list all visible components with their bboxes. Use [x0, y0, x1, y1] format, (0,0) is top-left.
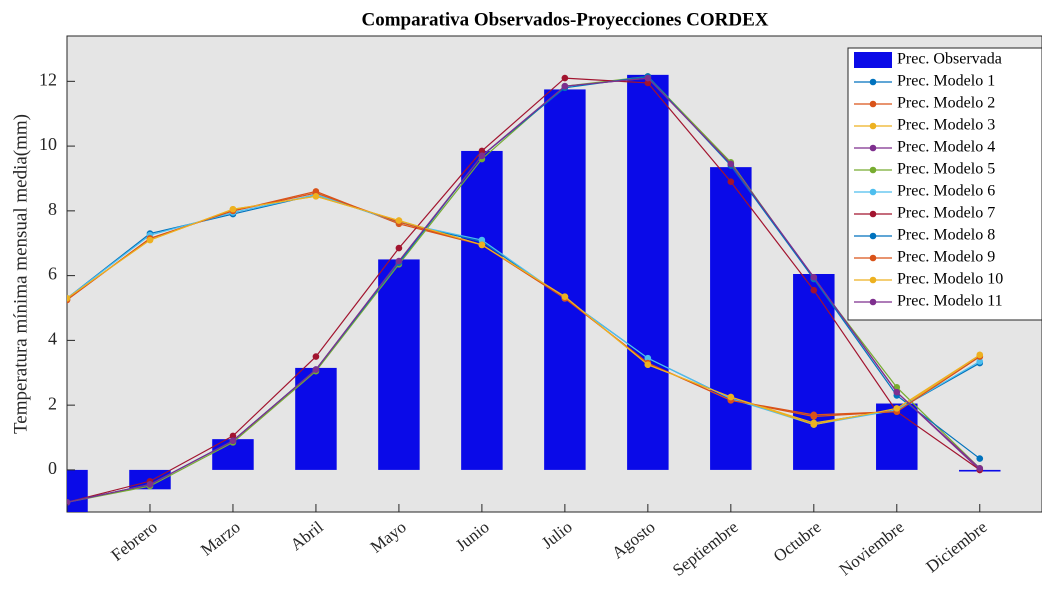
point: [229, 205, 237, 213]
point: [727, 178, 735, 186]
x-tick-label: Noviembre: [836, 517, 908, 579]
point: [312, 353, 320, 360]
point: [644, 354, 652, 362]
point: [229, 432, 237, 440]
x-tick-label: Diciembre: [922, 517, 990, 576]
legend-label: Prec. Modelo 9: [897, 249, 995, 266]
point: [976, 351, 984, 359]
point: [146, 481, 154, 488]
legend-label: Prec. Modelo 11: [897, 293, 1003, 310]
point: [478, 152, 486, 160]
point: [644, 79, 652, 87]
bar: [710, 167, 752, 470]
x-tick-label: Mayo: [367, 517, 410, 556]
point: [395, 244, 403, 252]
point: [810, 411, 818, 419]
y-tick-label: 6: [48, 264, 57, 284]
x-tick-label: Septiembre: [669, 517, 742, 580]
legend-marker: [869, 122, 877, 130]
x-tick-label: Junio: [452, 517, 493, 555]
y-tick-label: 12: [39, 69, 57, 89]
bar: [378, 259, 420, 470]
legend-label: Prec. Modelo 3: [897, 117, 995, 134]
point: [893, 405, 901, 412]
legend-label: Prec. Observada: [897, 51, 1002, 68]
legend-marker: [869, 298, 877, 306]
legend-label: Prec. Modelo 5: [897, 161, 995, 178]
point: [478, 147, 486, 155]
y-tick-label: 8: [48, 199, 57, 219]
point: [67, 498, 71, 506]
point: [810, 286, 818, 294]
chart-title: Comparativa Observados-Proyecciones CORD…: [361, 9, 768, 30]
y-tick-label: 0: [48, 458, 57, 478]
bar: [295, 367, 337, 470]
legend-marker: [869, 100, 877, 108]
bar: [627, 74, 669, 470]
legend-label: Prec. Modelo 8: [897, 227, 995, 244]
legend-swatch: [854, 52, 892, 68]
point: [561, 74, 569, 82]
x-tick-label: Agosto: [608, 517, 658, 562]
bar: [461, 150, 503, 470]
point: [395, 217, 403, 224]
x-tick-label: Abril: [287, 517, 327, 554]
point: [561, 293, 569, 300]
line: [67, 192, 981, 416]
point: [67, 294, 71, 302]
point: [312, 192, 320, 200]
bar: [544, 89, 586, 470]
y-tick-label: 10: [39, 134, 57, 154]
point: [976, 358, 984, 365]
x-tick-label: Febrero: [107, 517, 160, 565]
point: [727, 393, 735, 401]
legend-box: [847, 47, 1042, 321]
legend-label: Prec. Modelo 10: [897, 271, 1003, 288]
x-tick-label: Marzo: [197, 517, 244, 559]
bar: [793, 274, 835, 470]
point: [644, 74, 652, 82]
legend-marker: [869, 210, 877, 218]
point: [146, 236, 154, 244]
legend-marker: [869, 144, 877, 152]
legend-marker: [869, 188, 877, 196]
point: [561, 82, 569, 90]
point: [644, 361, 652, 368]
legend-marker: [869, 78, 877, 86]
line: [67, 195, 981, 426]
legend-label: Prec. Modelo 6: [897, 183, 995, 200]
point: [229, 437, 237, 445]
point: [810, 273, 818, 281]
legend-label: Prec. Modelo 7: [897, 205, 995, 222]
line: [67, 77, 981, 503]
point: [727, 160, 735, 168]
legend-label: Prec. Modelo 2: [897, 95, 995, 112]
point: [893, 388, 901, 396]
y-tick-label: 4: [48, 329, 57, 349]
legend-marker: [869, 254, 877, 262]
y-tick-label: 2: [48, 393, 57, 413]
x-tick-label: Octubre: [770, 517, 825, 566]
point: [478, 236, 486, 244]
legend-label: Prec. Modelo 1: [897, 73, 995, 90]
legend-marker: [869, 232, 877, 240]
x-tick-label: Julio: [538, 517, 576, 552]
plot: [67, 73, 1001, 512]
point: [976, 455, 984, 462]
point: [478, 241, 486, 249]
legend-label: Prec. Modelo 4: [897, 139, 995, 156]
legend-marker: [869, 166, 877, 174]
legend-marker: [869, 276, 877, 284]
line: [67, 77, 981, 503]
y-axis-label: Temperatura mínima mensual media(mm): [10, 114, 31, 434]
point: [976, 464, 984, 472]
point: [810, 421, 818, 428]
point: [312, 366, 320, 373]
point: [395, 257, 403, 265]
